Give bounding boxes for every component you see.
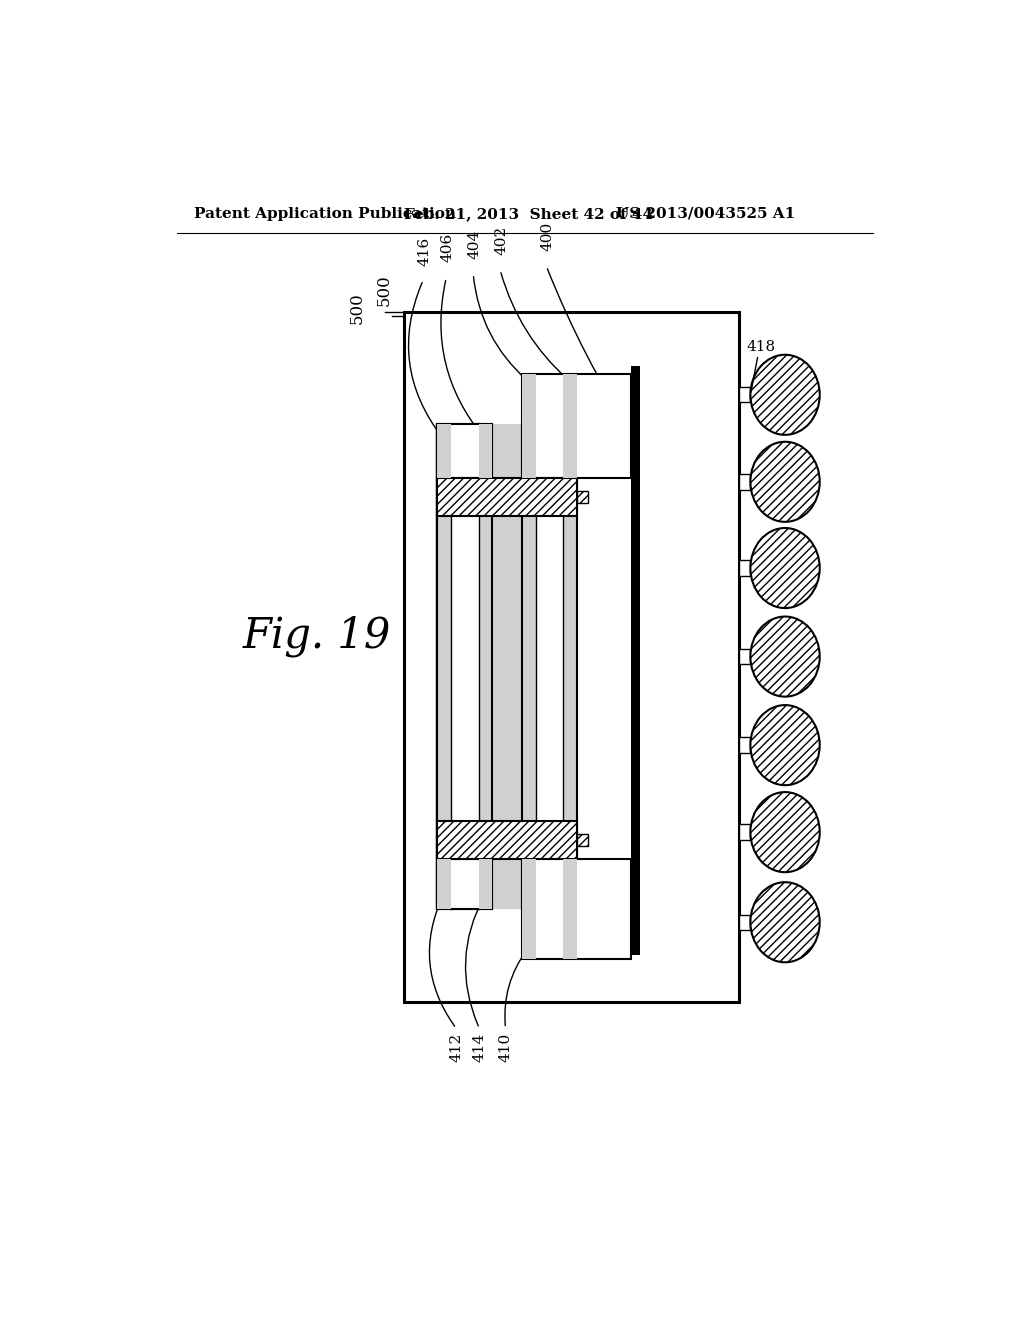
Ellipse shape [751, 792, 819, 873]
Bar [631, 424, 640, 909]
Bar [437, 424, 451, 478]
Text: 402: 402 [495, 226, 509, 255]
Bar [451, 424, 478, 909]
Bar [437, 859, 493, 909]
Bar [578, 834, 588, 846]
Ellipse shape [751, 355, 819, 434]
Bar [403, 313, 739, 1002]
Bar [435, 424, 631, 909]
Bar [631, 367, 640, 956]
Ellipse shape [751, 616, 819, 697]
Bar [521, 424, 578, 909]
Bar [563, 859, 578, 960]
Text: 412: 412 [450, 1032, 463, 1061]
Bar [478, 424, 493, 909]
Bar [437, 859, 451, 909]
Text: Patent Application Publication: Patent Application Publication [194, 207, 456, 220]
Bar [578, 491, 588, 503]
Text: Feb. 21, 2013  Sheet 42 of 44: Feb. 21, 2013 Sheet 42 of 44 [403, 207, 653, 220]
Bar [739, 825, 751, 840]
Bar [521, 859, 631, 960]
Bar [478, 424, 493, 478]
Text: 404: 404 [468, 230, 481, 259]
Bar [578, 424, 631, 909]
Bar [563, 424, 578, 909]
Text: 500: 500 [376, 275, 392, 306]
Bar [739, 915, 751, 929]
Bar [437, 478, 578, 516]
Bar [739, 649, 751, 664]
Ellipse shape [751, 528, 819, 609]
Text: 414: 414 [472, 1032, 486, 1061]
Bar [739, 560, 751, 576]
Bar [437, 424, 493, 909]
Text: 416: 416 [418, 238, 432, 267]
Text: 400: 400 [541, 222, 555, 251]
Ellipse shape [751, 705, 819, 785]
Bar [437, 424, 451, 909]
Bar [478, 859, 493, 909]
Text: 406: 406 [440, 234, 455, 263]
Ellipse shape [751, 442, 819, 521]
Bar [739, 474, 751, 490]
Bar [521, 424, 536, 909]
Text: Fig. 19: Fig. 19 [243, 615, 390, 657]
Bar [521, 374, 536, 478]
Bar [437, 821, 578, 859]
Text: 410: 410 [499, 1032, 513, 1061]
Bar [437, 424, 493, 478]
Bar [739, 738, 751, 752]
Bar [536, 424, 563, 909]
Bar [521, 859, 536, 960]
Bar [739, 387, 751, 403]
Text: US 2013/0043525 A1: US 2013/0043525 A1 [615, 207, 795, 220]
Text: 418: 418 [746, 341, 776, 354]
Bar [521, 374, 631, 478]
Ellipse shape [751, 882, 819, 962]
Bar [563, 374, 578, 478]
Text: 500: 500 [348, 292, 366, 323]
